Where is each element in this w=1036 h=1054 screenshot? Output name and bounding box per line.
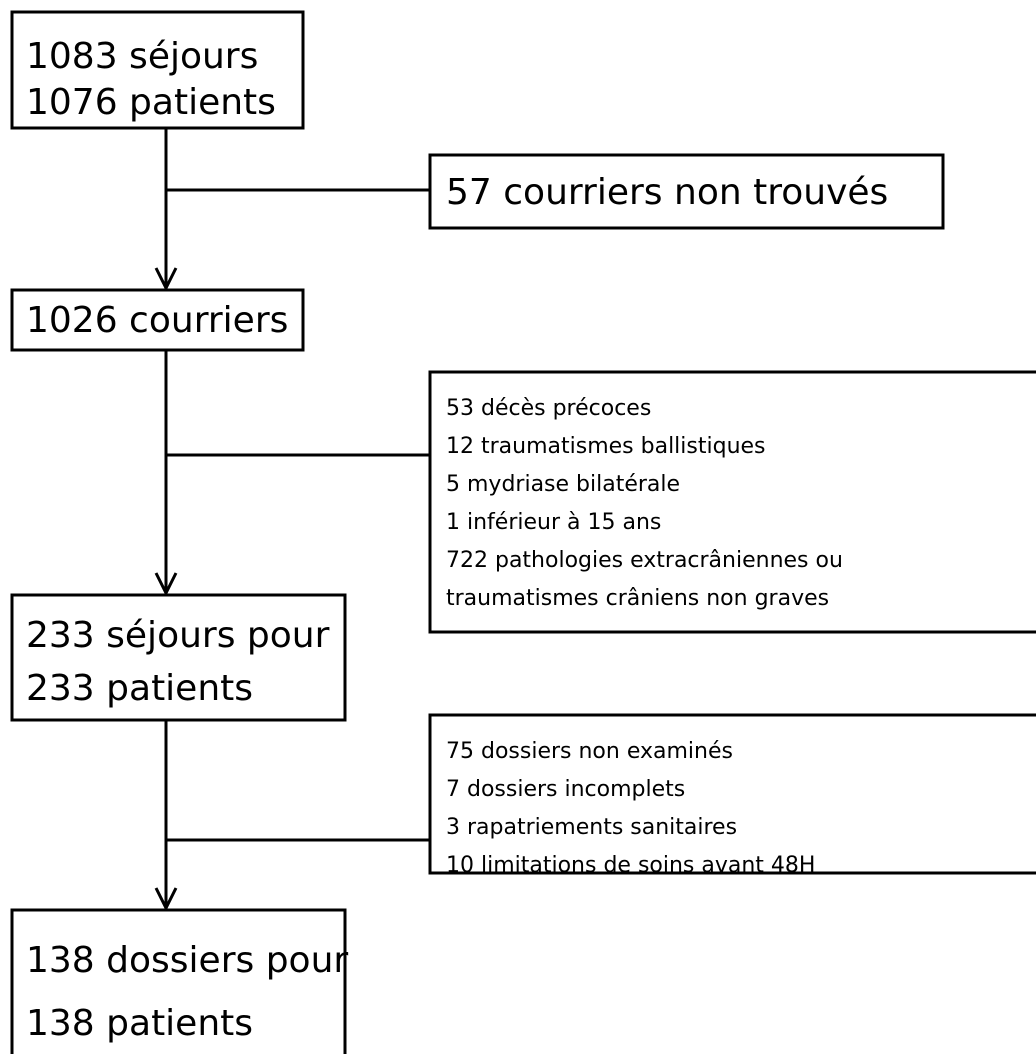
node-text: 1083 séjours bbox=[26, 36, 258, 77]
node-text: 233 patients bbox=[26, 668, 253, 709]
arrowhead bbox=[154, 572, 178, 597]
exclusion-text: 5 mydriase bilatérale bbox=[446, 472, 680, 497]
arrowhead bbox=[154, 887, 178, 912]
node-text: 138 dossiers pour bbox=[26, 940, 348, 981]
node-box bbox=[10, 10, 305, 130]
exclusion-text: 12 traumatismes ballistiques bbox=[446, 434, 766, 459]
exclusion-text: 10 limitations de soins avant 48H bbox=[446, 853, 815, 878]
node-text: 138 patients bbox=[26, 1003, 253, 1044]
exclusion-text: 1 inférieur à 15 ans bbox=[446, 510, 661, 535]
node-box bbox=[10, 908, 347, 1054]
exclusion-text: 7 dossiers incomplets bbox=[446, 777, 685, 802]
exclusion-text: 75 dossiers non examinés bbox=[446, 739, 733, 764]
exclusion-box bbox=[428, 370, 1036, 634]
exclusion-box bbox=[428, 153, 945, 230]
node-box bbox=[10, 593, 347, 722]
arrowhead bbox=[154, 267, 178, 292]
node-text: 1026 courriers bbox=[26, 300, 288, 341]
exclusion-text: traumatismes crâniens non graves bbox=[446, 586, 829, 611]
node-box bbox=[10, 288, 305, 352]
exclusion-text: 722 pathologies extracrâniennes ou bbox=[446, 548, 843, 573]
exclusion-text: 53 décès précoces bbox=[446, 396, 651, 421]
exclusion-text: 3 rapatriements sanitaires bbox=[446, 815, 737, 840]
exclusion-text: 57 courriers non trouvés bbox=[446, 172, 888, 213]
exclusion-box bbox=[428, 713, 1036, 875]
node-text: 1076 patients bbox=[26, 82, 276, 123]
node-text: 233 séjours pour bbox=[26, 615, 330, 656]
